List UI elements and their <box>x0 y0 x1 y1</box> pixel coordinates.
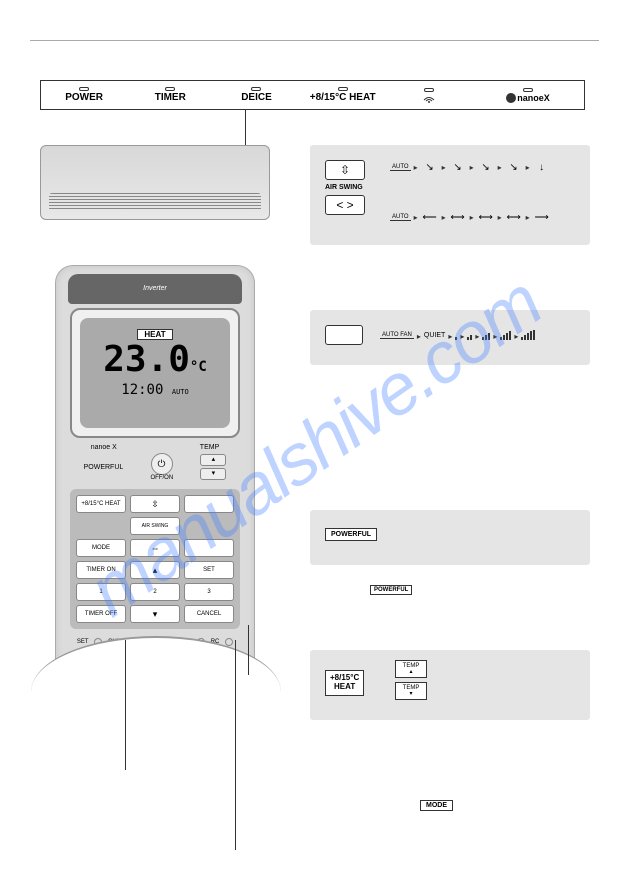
airswing-seq-vertical: AUTO ↘ ↘ ↘ ↘ ↓ <box>390 160 551 174</box>
heat815-temp-down[interactable]: TEMP▾ <box>395 682 427 700</box>
heat815-temp-buttons: TEMP▴ TEMP▾ <box>395 660 427 700</box>
airswing-label: AIR SWING <box>130 517 180 535</box>
remote-lcd: HEAT 23.0°C 12:00 AUTO <box>70 308 240 438</box>
ac-unit-image <box>40 145 270 220</box>
heat815-button[interactable]: +8/15°C HEAT <box>76 495 126 513</box>
wifi-icon <box>422 93 436 103</box>
timer-on-button[interactable]: TIMER ON <box>76 561 126 579</box>
airswing-updown-icon[interactable]: ⇳ <box>325 160 365 180</box>
preset-1-button[interactable]: 1 <box>76 583 126 601</box>
powerful-indicator-box: POWERFUL <box>370 585 412 595</box>
indicator-wifi <box>386 88 472 103</box>
label-powerful: POWERFUL <box>84 464 124 471</box>
remote-brand: Inverter <box>68 274 242 304</box>
temp-up-button[interactable]: ▴ <box>200 454 226 466</box>
remote-base-curve <box>31 636 281 706</box>
swing-leftright-button[interactable]: ⇔ <box>130 539 180 557</box>
indicator-deice: DEICE <box>213 87 299 103</box>
preset-2-button[interactable]: 2 <box>130 583 180 601</box>
mode-button[interactable]: MODE <box>76 539 126 557</box>
indicator-bar: POWER TIMER DEICE +8/15°C HEAT nanoeX <box>40 80 585 110</box>
remote-control: Inverter HEAT 23.0°C 12:00 AUTO nanoe X … <box>55 265 255 695</box>
temp-down-button[interactable]: ▾ <box>200 468 226 480</box>
blank-button[interactable] <box>184 495 234 513</box>
heat815-callout-button[interactable]: +8/15°C HEAT <box>325 670 364 696</box>
airswing-leftright-icon[interactable]: < > <box>325 195 365 215</box>
indicator-nanoe: nanoeX <box>472 88 584 103</box>
label-temp: TEMP <box>200 444 219 451</box>
set-button[interactable]: SET <box>184 561 234 579</box>
header-rule <box>30 40 599 41</box>
power-button[interactable]: ⏻ <box>151 453 173 475</box>
remote-button-grid: +8/15°C HEAT ⇳ AIR SWING MODE ⇔ TIMER ON… <box>70 489 240 629</box>
lcd-temperature: 23.0°C <box>86 342 224 378</box>
airswing-label-text: AIR SWING <box>325 184 365 191</box>
label-nanoe: nanoe X <box>91 444 117 451</box>
swing-updown-button[interactable]: ⇳ <box>130 495 180 513</box>
preset-3-button[interactable]: 3 <box>184 583 234 601</box>
fan-button[interactable] <box>325 325 363 345</box>
callout-line-3 <box>235 640 236 850</box>
lcd-time: 12:00 AUTO <box>86 382 224 398</box>
timer-off-button[interactable]: TIMER OFF <box>76 605 126 623</box>
fan-sequence: AUTO FAN QUIET <box>380 326 535 344</box>
indicator-timer: TIMER <box>127 87 213 103</box>
callout-line-2 <box>125 640 126 770</box>
airswing-seq-horizontal: AUTO ⟵ ⟷ ⟷ ⟷ ⟶ <box>390 210 551 224</box>
powerful-button[interactable]: POWERFUL <box>325 528 377 541</box>
down-button[interactable]: ▾ <box>130 605 180 623</box>
cancel-button[interactable]: CANCEL <box>184 605 234 623</box>
up-button[interactable]: ▴ <box>130 561 180 579</box>
blank-button-2[interactable] <box>184 539 234 557</box>
indicator-power: POWER <box>41 87 127 103</box>
indicator-heat815: +8/15°C HEAT <box>300 87 386 103</box>
callout-line-4 <box>248 625 249 675</box>
airswing-content: ⇳ AIR SWING < > <box>325 160 365 219</box>
heat815-temp-up[interactable]: TEMP▴ <box>395 660 427 678</box>
label-offon: OFF/ON <box>151 475 174 481</box>
mode-callout-box: MODE <box>420 800 453 811</box>
